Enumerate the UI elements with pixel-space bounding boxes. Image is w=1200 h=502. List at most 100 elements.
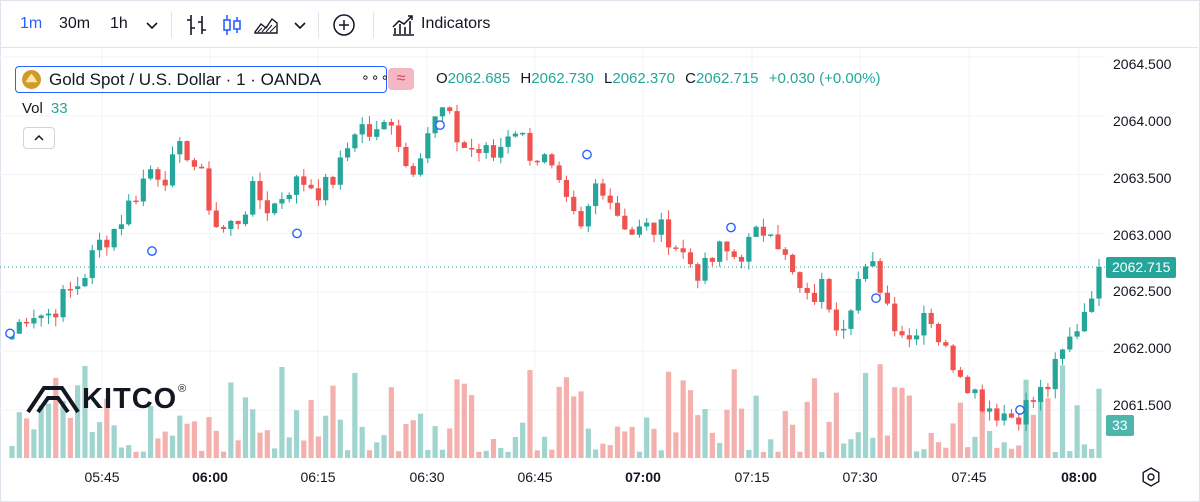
volume-bar <box>622 431 628 458</box>
volume-bar <box>826 421 832 458</box>
candle-body <box>148 169 154 179</box>
volume-bar <box>833 392 839 458</box>
settings-icon[interactable] <box>1140 466 1162 488</box>
volume-legend[interactable]: Vol 33 <box>22 100 68 117</box>
candle-body <box>220 226 227 230</box>
candle-body <box>571 196 577 212</box>
collapse-legend-button[interactable] <box>23 127 55 149</box>
chevron-down-icon[interactable] <box>287 12 313 38</box>
candlestick-icon[interactable] <box>219 12 245 38</box>
candle-body <box>1030 400 1036 402</box>
kitco-emblem-icon <box>26 386 80 414</box>
symbol-legend[interactable]: Gold Spot / U.S. Dollar · 1 · OANDA ∘∘∘ <box>15 66 391 93</box>
volume-bar <box>293 410 300 458</box>
area-chart-icon[interactable] <box>253 12 279 38</box>
candle-body <box>892 303 898 332</box>
more-options-button[interactable]: ∘∘∘ <box>361 69 391 85</box>
volume-bar <box>242 397 249 458</box>
volume-value: 33 <box>50 100 68 117</box>
candle-body <box>738 256 745 262</box>
candle-body <box>381 122 387 130</box>
candle-body <box>250 181 256 215</box>
candle-body <box>884 292 891 304</box>
candle-body <box>651 222 657 235</box>
candle-body <box>534 160 540 163</box>
volume-bar <box>206 417 212 458</box>
event-marker <box>871 293 881 304</box>
candle-body <box>607 195 613 203</box>
candles <box>9 104 1102 432</box>
candle-body <box>483 145 489 153</box>
candle-body <box>388 122 394 126</box>
candle-body <box>461 142 467 149</box>
candle-body <box>680 248 686 253</box>
volume-bar <box>935 442 942 458</box>
volume-bar <box>374 442 380 458</box>
volume-bar <box>578 391 584 458</box>
add-compare-icon[interactable] <box>331 12 357 38</box>
volume-bar <box>899 387 905 458</box>
candle-body <box>658 219 664 235</box>
interval-1m-button[interactable]: 1m <box>20 15 43 32</box>
volume-bar <box>169 435 176 458</box>
candle-body <box>75 286 81 290</box>
interval-30m-button[interactable]: 30m <box>59 15 91 32</box>
price-tick: 2063.000 <box>1113 227 1172 243</box>
volume-bar <box>1001 442 1007 458</box>
candle-body <box>359 124 365 135</box>
interval-1h-button[interactable]: 1h <box>110 15 128 32</box>
candle-body <box>490 145 497 158</box>
last-price-label: 2062.715 <box>1106 257 1177 278</box>
candle-body <box>82 278 88 287</box>
high-value: 2062.730 <box>531 70 594 87</box>
candle-body <box>199 166 205 169</box>
event-marker <box>1015 405 1025 415</box>
compare-symbol-button[interactable]: ≈ <box>388 68 414 90</box>
event-marker <box>582 149 592 160</box>
volume-bar <box>67 417 73 458</box>
price-tick: 2062.000 <box>1113 340 1172 356</box>
volume-bar <box>687 390 694 458</box>
candle-body <box>337 157 343 185</box>
volume-bar <box>943 447 949 458</box>
volume-bar <box>469 395 475 458</box>
last-volume-label: 33 <box>1106 415 1134 436</box>
candle-body <box>1081 311 1088 332</box>
volume-bar <box>483 450 489 458</box>
volume-bar <box>877 364 883 458</box>
candle-body <box>301 176 307 185</box>
candle-body <box>1089 298 1095 312</box>
time-tick: 06:00 <box>192 469 228 485</box>
candle-body <box>957 370 963 377</box>
volume-bar <box>906 395 912 458</box>
candle-body <box>323 176 329 201</box>
price-chart[interactable] <box>0 49 1105 458</box>
volume-bar <box>753 395 759 458</box>
candle-body <box>374 129 380 137</box>
volume-bar <box>680 380 686 458</box>
candle-body <box>111 228 117 248</box>
indicators-button[interactable]: Indicators <box>421 15 491 32</box>
volume-bar <box>702 408 708 458</box>
indicators-icon[interactable] <box>390 13 416 39</box>
bar-chart-icon[interactable] <box>184 12 210 38</box>
volume-bar <box>1089 448 1095 458</box>
candle-body <box>272 203 278 214</box>
candle-body <box>899 331 905 336</box>
volume-bar <box>388 387 394 458</box>
volume-bar <box>155 438 161 458</box>
chart-toolbar: 1m 30m 1h Indicators <box>0 0 1198 48</box>
volume-bar <box>1059 365 1066 458</box>
volume-bars <box>9 364 1102 458</box>
volume-bar <box>104 398 110 458</box>
volume-bar <box>892 387 898 458</box>
time-tick: 07:00 <box>625 469 661 485</box>
volume-bar <box>738 408 745 458</box>
candle-body <box>417 158 424 175</box>
volume-bar <box>213 430 219 458</box>
volume-bar <box>9 445 15 458</box>
chevron-down-icon[interactable] <box>139 12 165 38</box>
candle-body <box>293 176 300 195</box>
candle-body <box>476 149 482 153</box>
candle-body <box>439 107 446 117</box>
